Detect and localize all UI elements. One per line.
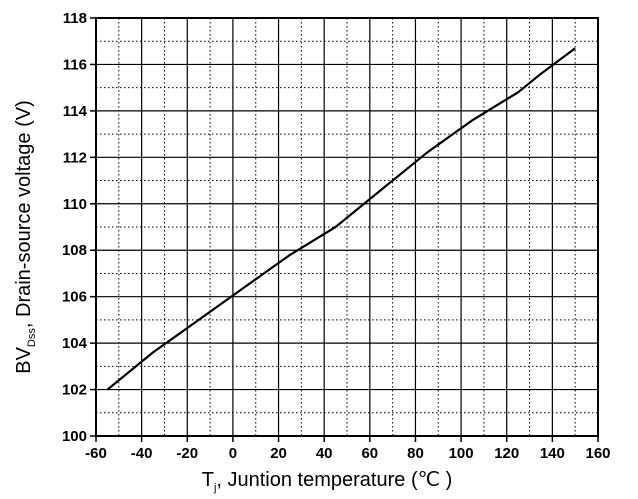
y-axis-label-rest: , Drain-source voltage (V) xyxy=(13,100,35,328)
plot-frame xyxy=(95,17,599,437)
x-tick-label: 120 xyxy=(494,445,519,462)
y-tick-label: 118 xyxy=(63,10,87,27)
x-tick-label: 100 xyxy=(449,445,474,462)
y-tick-label: 102 xyxy=(62,382,87,399)
x-tick-label: 20 xyxy=(270,445,287,462)
series-line xyxy=(106,47,576,391)
y-tick-label: 108 xyxy=(62,242,87,259)
y-tick-label: 106 xyxy=(62,289,87,306)
y-axis-label-main: BV xyxy=(13,346,35,373)
x-tick-label: -20 xyxy=(176,445,198,462)
x-axis-label-sub: j xyxy=(213,482,216,494)
major-grid xyxy=(96,18,598,436)
x-tick-label: 40 xyxy=(316,445,333,462)
y-tick-label: 110 xyxy=(63,196,87,213)
x-axis-label-main: T xyxy=(202,469,214,491)
x-tick-label: 160 xyxy=(585,445,610,462)
x-tick-label: 80 xyxy=(407,445,424,462)
x-axis-label-rest: , Juntion temperature (℃ ) xyxy=(216,469,452,491)
y-tick-label: 112 xyxy=(63,149,87,166)
y-tick-label: 114 xyxy=(63,103,88,120)
series-layer xyxy=(106,47,576,391)
y-tick-label: 100 xyxy=(62,428,87,445)
x-axis-label: Tj, Juntion temperature (℃ ) xyxy=(202,469,453,494)
x-tick-label: 60 xyxy=(361,445,378,462)
y-axis-label: BVDss, Drain-source voltage (V) xyxy=(13,100,38,374)
y-tick-label: 104 xyxy=(62,335,88,352)
x-tick-label: -40 xyxy=(131,445,153,462)
x-tick-label: 0 xyxy=(229,445,237,462)
x-tick-label: 140 xyxy=(540,445,565,462)
ticks-layer xyxy=(90,17,599,442)
x-tick-label: -60 xyxy=(85,445,107,462)
y-axis-label-sub: Dss xyxy=(26,328,38,347)
minor-grid xyxy=(96,18,598,436)
y-tick-label: 116 xyxy=(63,56,87,73)
tick-labels: -60 -40 -20 0 20 40 60 80 100 120 140 160 100 102 104 1… xyxy=(62,10,611,462)
